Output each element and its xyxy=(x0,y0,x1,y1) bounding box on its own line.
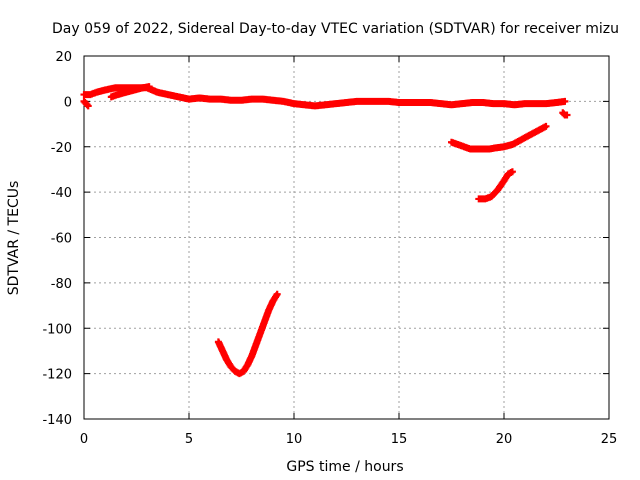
point-markers xyxy=(80,84,569,110)
point-markers xyxy=(80,97,92,110)
x-tick-label: 10 xyxy=(286,432,303,447)
x-tick-label: 0 xyxy=(80,432,88,447)
y-tick-label: -140 xyxy=(42,413,72,428)
y-tick-label: -60 xyxy=(51,232,72,247)
data-markers xyxy=(80,83,571,378)
series-early-lower-arc xyxy=(80,97,92,110)
series-early-upper-arc xyxy=(107,83,153,101)
point-markers xyxy=(214,290,281,378)
point-markers xyxy=(559,109,571,119)
point-markers xyxy=(475,168,516,203)
series-dip-arc xyxy=(214,290,281,378)
point-markers xyxy=(107,83,153,101)
y-tick-label: -100 xyxy=(42,322,72,337)
y-tick-label: -40 xyxy=(51,186,72,201)
x-tick-label: 20 xyxy=(496,432,513,447)
y-axis-label: SDTVAR / TECUs xyxy=(6,181,22,296)
y-tick-label: -120 xyxy=(42,368,72,383)
chart-title: Day 059 of 2022, Sidereal Day-to-day VTE… xyxy=(52,21,619,37)
x-tick-label: 15 xyxy=(391,432,408,447)
x-axis-label: GPS time / hours xyxy=(286,459,403,475)
axis-ticks: 0 5 10 15 20 25 -140 -120 -100 -80 -60 -40 -20 0 20 xyxy=(42,50,617,447)
x-tick-label: 25 xyxy=(601,432,618,447)
y-tick-label: -80 xyxy=(51,277,72,292)
series-end-tail xyxy=(559,109,571,119)
y-tick-label: 0 xyxy=(64,95,72,110)
series-late-arc-b xyxy=(475,168,516,203)
series-main-track xyxy=(80,84,569,110)
grid-lines xyxy=(84,56,609,419)
x-tick-label: 5 xyxy=(185,432,193,447)
y-tick-label: 20 xyxy=(55,50,72,65)
point-markers xyxy=(448,122,550,153)
series-late-arc-a xyxy=(448,122,550,153)
y-tick-label: -20 xyxy=(51,141,72,156)
